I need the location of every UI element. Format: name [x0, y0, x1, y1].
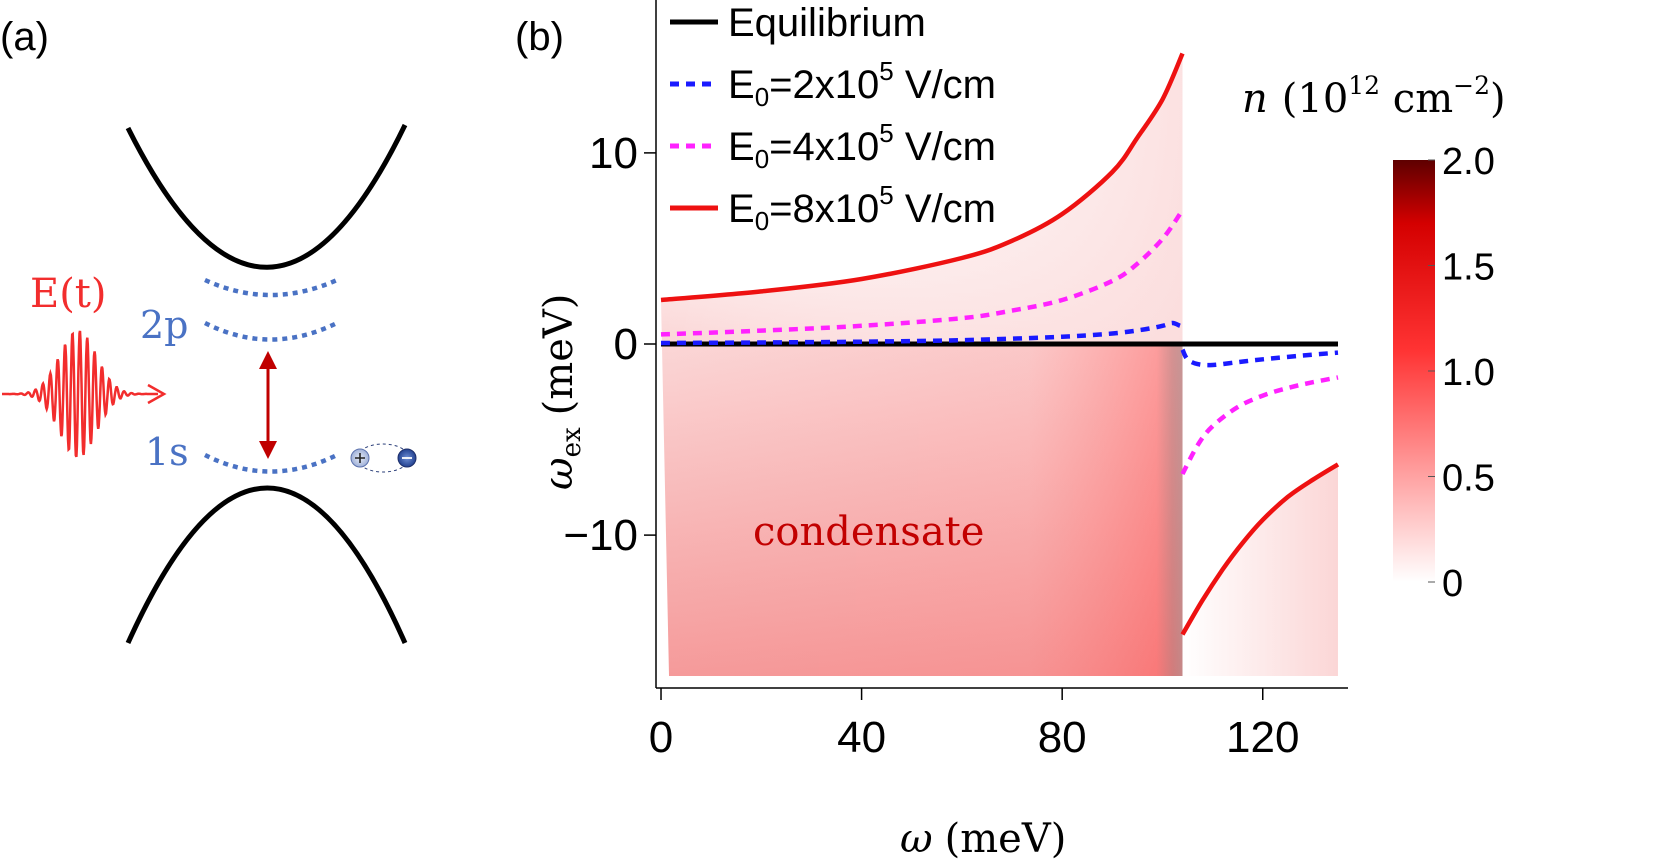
colorbar-tick-label: 0	[1442, 563, 1463, 605]
exciton-1s-level	[203, 452, 338, 474]
series-line-e0-8	[660, 52, 1185, 303]
y-axis-label: ωex(meV)	[536, 294, 587, 490]
legend-label: E0=8x105 V/cm	[728, 180, 996, 236]
exciton-pair-icon	[350, 443, 417, 473]
legend-label: E0=2x105 V/cm	[728, 56, 996, 112]
x-tick-label: 120	[1226, 713, 1299, 762]
y-ticks: 10 0 −10	[563, 129, 656, 560]
series-line-e0-2	[1180, 348, 1339, 368]
conduction-band	[125, 123, 408, 270]
x-tick-label: 80	[1038, 713, 1087, 762]
condensate-region	[661, 53, 1338, 676]
x-axis-label: ω (meV)	[900, 816, 1066, 859]
series-line-e0-2	[660, 320, 1181, 346]
x-tick-label: 40	[837, 713, 886, 762]
condensate-label: condensate	[753, 509, 984, 555]
panel-b: (b) condensate 0 40 80 120 10 0 −10 ω (meV) ωe…	[515, 0, 1506, 859]
colorbar-tick-label: 0.5	[1442, 458, 1495, 500]
y-tick-label: 10	[589, 129, 638, 178]
pulse-arrow-head	[147, 383, 167, 405]
legend: Equilibrium E0=2x105 V/cm E0=4x105 V/cm E0=…	[670, 1, 996, 236]
series-layer	[660, 52, 1340, 636]
series-line-e0-8	[1180, 462, 1340, 636]
field-label: E(t)	[30, 271, 106, 317]
y-tick-label: 0	[614, 320, 638, 369]
state-2p-label: 2p	[140, 303, 189, 347]
panel-a: (a) 2p 1s E(t)	[0, 15, 417, 645]
exciton-2p-level-upper	[204, 277, 338, 298]
colorbar-tick-label: 1.5	[1442, 247, 1495, 289]
legend-label: E0=4x105 V/cm	[728, 118, 996, 174]
exciton-2p-level-lower	[203, 320, 338, 342]
series-line-e0-4	[660, 212, 1182, 337]
x-ticks: 0 40 80 120	[649, 688, 1299, 762]
y-tick-label: −10	[563, 511, 638, 560]
colorbar: n (1012 cm−2) 0 0.5 1.0 1.5 2.0	[1242, 71, 1506, 605]
state-1s-label: 1s	[145, 430, 189, 474]
colorbar-title: n (1012 cm−2)	[1242, 71, 1506, 122]
laser-pulse-icon	[2, 330, 158, 458]
colorbar-tick-label: 1.0	[1442, 352, 1495, 394]
colorbar-ticks: 0 0.5 1.0 1.5 2.0	[1428, 141, 1495, 605]
panel-b-label: (b)	[515, 15, 564, 59]
panel-a-label: (a)	[0, 15, 49, 59]
plot-axes: 0 40 80 120 10 0 −10	[563, 0, 1348, 762]
valence-band	[125, 485, 408, 645]
colorbar-tick-label: 2.0	[1442, 141, 1495, 183]
series-line-e0-4	[1180, 375, 1339, 476]
x-tick-label: 0	[649, 713, 673, 762]
legend-label: Equilibrium	[728, 1, 926, 45]
